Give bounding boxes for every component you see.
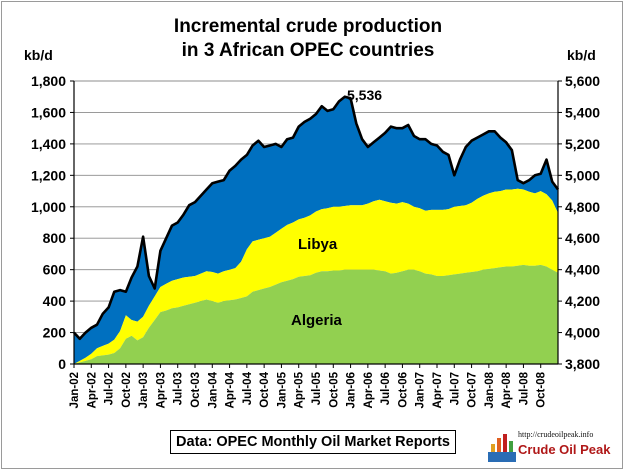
x-tick-label: Jul-04 (242, 371, 254, 405)
x-tick-label: Oct-06 (397, 372, 409, 408)
left-axis-unit: kb/d (24, 47, 53, 63)
chart-title-line2: in 3 African OPEC countries (182, 40, 435, 61)
x-tick-label: Oct-04 (259, 371, 271, 407)
x-tick-label: Jan-08 (484, 371, 496, 408)
x-tick-label: Jul-03 (173, 372, 185, 405)
right-y-tick-label: 5,600 (565, 73, 600, 89)
right-y-tick-label: 4,800 (565, 199, 600, 215)
left-y-tick-label: 200 (43, 325, 67, 341)
x-tick-label: Jan-05 (276, 371, 288, 408)
right-y-tick-label: 4,000 (565, 325, 600, 341)
left-y-tick-label: 1,800 (31, 73, 66, 89)
chart-title-line1: Incremental crude production (174, 16, 442, 37)
x-tick-label: Jul-07 (449, 372, 461, 405)
left-y-tick-label: 600 (43, 262, 67, 278)
x-tick-label: Jul-05 (311, 371, 323, 405)
x-tick-label: Oct-08 (536, 371, 548, 407)
x-ticks: Jan-02 Apr-02 Jul-02 Oct-02 Jan-03 Apr-03 Jul-… (69, 364, 548, 408)
x-tick-label: Apr-02 (86, 372, 98, 408)
algeria-label: Algeria (291, 312, 343, 329)
x-tick-label: Apr-06 (363, 372, 375, 408)
peak-annotation: 5,536 (347, 87, 382, 103)
x-tick-label: Jan-02 (69, 372, 81, 408)
right-axis-unit: kb/d (567, 47, 596, 63)
x-tick-label: Jul-02 (104, 372, 116, 405)
right-y-tick-label: 5,000 (565, 167, 600, 183)
algeria-area (74, 264, 558, 364)
right-y-tick-label: 4,200 (565, 293, 600, 309)
oil-derrick-icon (488, 434, 516, 462)
crude-oil-peak-logo: http://crudeoilpeak.info Crude Oil Peak (488, 430, 618, 464)
libya-label: Libya (298, 236, 338, 253)
left-y-tick-label: 0 (58, 356, 66, 372)
x-tick-label: Apr-03 (155, 372, 167, 408)
right-y-tick-label: 5,200 (565, 136, 600, 152)
left-y-tick-label: 1,400 (31, 136, 66, 152)
logo-site-url: http://crudeoilpeak.info (518, 430, 594, 439)
x-tick-label: Jul-06 (380, 372, 392, 405)
right-y-tick-label: 4,400 (565, 262, 600, 278)
right-y-tick-label: 5,400 (565, 104, 600, 120)
left-y-tick-label: 400 (43, 293, 67, 309)
right-y-tick-label: 3,800 (565, 356, 600, 372)
chart-areas (73, 95, 560, 364)
left-y-ticks: 0 200 400 600 800 1,000 1,200 1,400 1,600 1,800 (31, 73, 74, 372)
x-tick-label: Jul-08 (518, 371, 530, 405)
x-tick-label: Jan-03 (138, 372, 150, 408)
x-tick-label: Jan-04 (207, 371, 219, 408)
x-tick-label: Apr-05 (294, 371, 306, 408)
libya-area (74, 188, 558, 364)
x-tick-label: Oct-07 (467, 372, 479, 408)
left-y-tick-label: 1,000 (31, 199, 66, 215)
x-tick-label: Apr-08 (501, 371, 513, 408)
x-tick-label: Apr-04 (225, 371, 237, 408)
x-tick-label: Oct-02 (121, 372, 133, 408)
x-tick-label: Apr-07 (432, 372, 444, 408)
x-tick-label: Jan-07 (415, 372, 427, 408)
left-y-tick-label: 800 (43, 230, 67, 246)
right-y-tick-label: 4,600 (565, 230, 600, 246)
right-y-ticks: 3,800 4,000 4,200 4,400 4,600 4,800 5,000 5,200… (558, 73, 600, 372)
logo-name: Crude Oil Peak (518, 442, 611, 457)
total-line (73, 95, 560, 341)
x-tick-label: Jan-06 (346, 372, 358, 408)
x-tick-label: Oct-03 (190, 372, 202, 408)
data-source-label: Data: OPEC Monthly Oil Market Reports (170, 430, 456, 454)
total-area (74, 96, 558, 364)
left-y-tick-label: 1,200 (31, 167, 66, 183)
left-y-tick-label: 1,600 (31, 104, 66, 120)
x-tick-label: Oct-05 (328, 371, 340, 407)
